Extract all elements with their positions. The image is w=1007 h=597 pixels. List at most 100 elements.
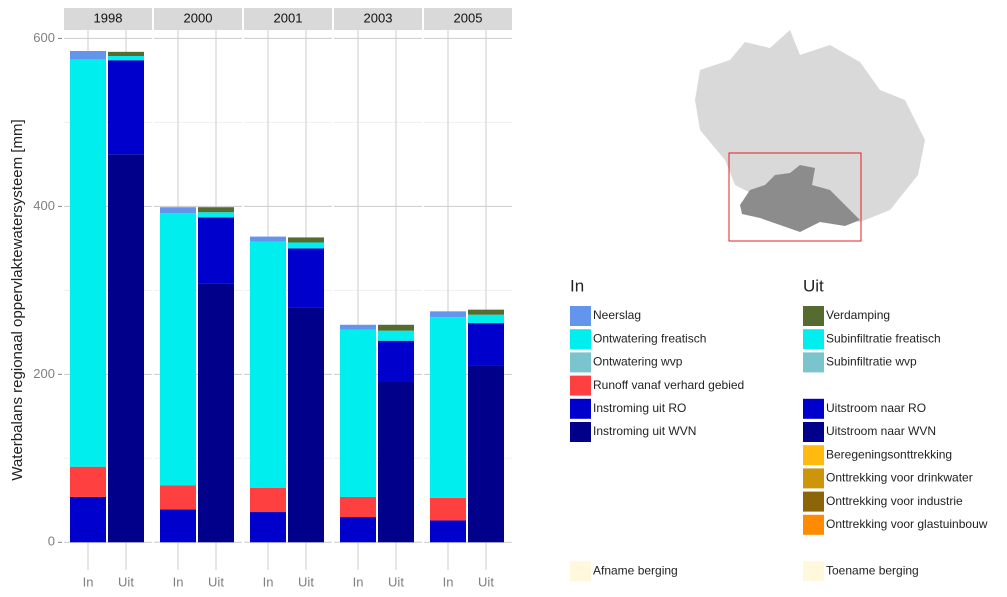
legend-label: Afname berging xyxy=(593,563,678,577)
bar-segment xyxy=(108,56,144,61)
legend-swatch xyxy=(570,375,591,396)
legend-label: Toename berging xyxy=(826,563,919,577)
bar-segment xyxy=(160,207,196,214)
x-tick-label: Uit xyxy=(118,574,134,589)
bar-segment xyxy=(70,466,106,497)
legend-swatch xyxy=(803,398,824,419)
bar-segment xyxy=(468,314,504,324)
bar-segment xyxy=(198,212,234,218)
legend-swatch xyxy=(803,445,824,466)
bar-segment xyxy=(70,50,106,60)
x-tick-label: Uit xyxy=(208,574,224,589)
bar-segment xyxy=(378,381,414,543)
y-tick-label: 600 xyxy=(33,30,55,45)
legend-label: Instroming uit RO xyxy=(593,401,686,415)
facet-strip xyxy=(244,8,332,30)
y-tick-label: 400 xyxy=(33,198,55,213)
bar-segment xyxy=(160,213,196,486)
facet-strip xyxy=(64,8,152,30)
bar-segment xyxy=(378,340,414,382)
legend-label: Onttrekking voor drinkwater xyxy=(826,471,973,485)
legend-label: Onttrekking voor industrie xyxy=(826,494,963,508)
x-tick-label: In xyxy=(263,574,274,589)
facet-label: 2005 xyxy=(454,10,483,25)
bar-segment xyxy=(108,60,144,155)
legend-swatch xyxy=(803,422,824,442)
legend-swatch xyxy=(570,398,591,419)
legend-label: Instroming uit WVN xyxy=(593,424,696,438)
y-tick-label: 0 xyxy=(48,534,55,549)
x-tick-label: In xyxy=(173,574,184,589)
x-tick-label: Uit xyxy=(298,574,314,589)
legend-swatch xyxy=(803,514,824,535)
x-tick-label: Uit xyxy=(388,574,404,589)
bar-segment xyxy=(160,509,196,543)
x-tick-label: In xyxy=(443,574,454,589)
x-tick-label: Uit xyxy=(478,574,494,589)
legend-swatch xyxy=(570,352,591,373)
bar-segment xyxy=(288,307,324,543)
map xyxy=(695,30,925,242)
facet-label: 2003 xyxy=(364,10,393,25)
bar-segment xyxy=(430,317,466,498)
legend-swatch xyxy=(803,329,824,350)
bar-segment xyxy=(378,330,414,341)
bar-segment xyxy=(250,487,286,513)
bar-segment xyxy=(70,496,106,543)
legend-swatch xyxy=(803,491,824,512)
facet-strip xyxy=(334,8,422,30)
bar-segment xyxy=(468,309,504,315)
legend-swatch xyxy=(803,468,824,489)
bar-segment xyxy=(198,283,234,543)
bar-segment xyxy=(378,324,414,331)
legend-swatch xyxy=(570,306,591,326)
legend-label: Ontwatering freatisch xyxy=(593,331,706,345)
facet-label: 1998 xyxy=(94,10,123,25)
legend-label: Neerslag xyxy=(593,308,641,322)
bar-segment xyxy=(288,237,324,243)
legend-swatch xyxy=(570,422,591,442)
y-axis-title: Waterbalans regionaal oppervlaktewatersy… xyxy=(9,119,26,480)
bar-segment xyxy=(108,51,144,57)
legend-swatch xyxy=(570,329,591,350)
bar-segment xyxy=(198,217,234,284)
legend-label: Beregeningsonttrekking xyxy=(826,447,952,461)
bar-segment xyxy=(250,236,286,242)
x-tick-label: In xyxy=(83,574,94,589)
bar-segment xyxy=(250,241,286,488)
legend-swatch xyxy=(570,561,591,582)
bar-segment xyxy=(160,485,196,510)
map-highlight xyxy=(728,152,862,242)
bar-segment xyxy=(340,517,376,543)
map-subregion xyxy=(740,165,860,232)
bar-segment xyxy=(430,497,466,521)
bar-segment xyxy=(70,59,106,467)
legend-label: Subinfiltratie wvp xyxy=(826,355,917,369)
bar-segment xyxy=(430,311,466,318)
bar-segment xyxy=(250,512,286,543)
bar-segment xyxy=(340,324,376,330)
bar-segment xyxy=(288,248,324,308)
x-tick-label: In xyxy=(353,574,364,589)
map-region xyxy=(695,30,925,222)
bar-segment xyxy=(430,520,466,543)
facet-label: 2000 xyxy=(184,10,213,25)
bar-segment xyxy=(340,496,376,518)
legend-label: Verdamping xyxy=(826,308,890,322)
bar-segment xyxy=(108,154,144,543)
bar-segment xyxy=(288,242,324,249)
legend-swatch xyxy=(803,306,824,326)
facet-strip xyxy=(154,8,242,30)
legend-label: Uitstroom naar RO xyxy=(826,401,926,415)
legend-swatch xyxy=(803,352,824,373)
legend-label: Onttrekking voor glastuinbouw xyxy=(826,517,988,531)
legend-title: Uit xyxy=(803,276,824,295)
legend-label: Subinfiltratie freatisch xyxy=(826,331,941,345)
bar-segment xyxy=(340,329,376,497)
bar-segment xyxy=(468,323,504,366)
bar-segment xyxy=(468,365,504,543)
facet-label: 2001 xyxy=(274,10,303,25)
bar-segment xyxy=(198,207,234,213)
legend-title: In xyxy=(570,276,584,295)
